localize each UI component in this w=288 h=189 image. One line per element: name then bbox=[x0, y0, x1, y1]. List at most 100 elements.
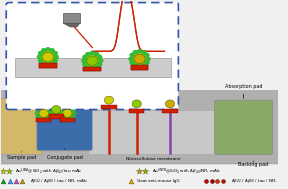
Point bbox=[209, 180, 214, 183]
FancyBboxPatch shape bbox=[0, 91, 281, 164]
Ellipse shape bbox=[71, 115, 76, 119]
Ellipse shape bbox=[107, 102, 111, 105]
Ellipse shape bbox=[133, 57, 137, 60]
FancyBboxPatch shape bbox=[6, 3, 178, 109]
Ellipse shape bbox=[38, 117, 43, 121]
Ellipse shape bbox=[57, 113, 62, 117]
Ellipse shape bbox=[42, 108, 46, 111]
Ellipse shape bbox=[101, 95, 105, 99]
Ellipse shape bbox=[95, 59, 99, 62]
Ellipse shape bbox=[45, 47, 51, 52]
Text: Backing pad: Backing pad bbox=[238, 161, 268, 167]
Ellipse shape bbox=[82, 55, 88, 59]
Ellipse shape bbox=[168, 106, 172, 109]
Ellipse shape bbox=[110, 104, 115, 108]
Ellipse shape bbox=[94, 52, 99, 57]
Point bbox=[1, 170, 6, 173]
Ellipse shape bbox=[105, 96, 108, 99]
Text: Conjugate pad: Conjugate pad bbox=[47, 149, 82, 160]
Point bbox=[7, 170, 11, 173]
Ellipse shape bbox=[93, 56, 98, 60]
Ellipse shape bbox=[132, 50, 138, 55]
Ellipse shape bbox=[164, 96, 169, 100]
Ellipse shape bbox=[50, 55, 54, 59]
Ellipse shape bbox=[98, 58, 103, 63]
Ellipse shape bbox=[81, 58, 87, 63]
Ellipse shape bbox=[141, 99, 145, 103]
Ellipse shape bbox=[42, 52, 54, 62]
Ellipse shape bbox=[54, 55, 59, 59]
Ellipse shape bbox=[52, 58, 58, 63]
Ellipse shape bbox=[100, 98, 104, 102]
Ellipse shape bbox=[132, 100, 141, 108]
Ellipse shape bbox=[37, 55, 42, 59]
Ellipse shape bbox=[110, 93, 115, 97]
Ellipse shape bbox=[48, 111, 53, 115]
Ellipse shape bbox=[81, 58, 87, 63]
Ellipse shape bbox=[113, 95, 118, 99]
Ellipse shape bbox=[87, 56, 91, 60]
Ellipse shape bbox=[54, 114, 58, 118]
Ellipse shape bbox=[63, 109, 67, 112]
Ellipse shape bbox=[42, 115, 46, 118]
Ellipse shape bbox=[164, 102, 168, 105]
Point bbox=[215, 180, 219, 183]
Ellipse shape bbox=[54, 112, 58, 115]
Ellipse shape bbox=[135, 99, 139, 102]
Ellipse shape bbox=[137, 49, 142, 54]
Ellipse shape bbox=[62, 112, 65, 115]
Ellipse shape bbox=[41, 48, 46, 53]
Ellipse shape bbox=[128, 57, 134, 61]
Ellipse shape bbox=[54, 55, 59, 59]
Ellipse shape bbox=[90, 66, 95, 70]
FancyBboxPatch shape bbox=[131, 65, 148, 70]
Point bbox=[137, 170, 142, 173]
Ellipse shape bbox=[46, 112, 49, 115]
Ellipse shape bbox=[110, 101, 113, 104]
Ellipse shape bbox=[66, 108, 69, 111]
Ellipse shape bbox=[71, 108, 76, 112]
Ellipse shape bbox=[130, 53, 135, 57]
Ellipse shape bbox=[101, 101, 105, 105]
Ellipse shape bbox=[52, 51, 58, 56]
Ellipse shape bbox=[134, 60, 139, 64]
Ellipse shape bbox=[69, 117, 73, 121]
FancyBboxPatch shape bbox=[129, 109, 144, 113]
Ellipse shape bbox=[98, 58, 103, 63]
Ellipse shape bbox=[87, 56, 98, 65]
Point bbox=[20, 180, 24, 183]
Ellipse shape bbox=[134, 108, 139, 112]
Ellipse shape bbox=[66, 115, 69, 118]
Ellipse shape bbox=[52, 105, 61, 114]
Ellipse shape bbox=[142, 57, 146, 60]
Ellipse shape bbox=[162, 99, 166, 103]
Ellipse shape bbox=[141, 102, 146, 106]
Ellipse shape bbox=[132, 63, 138, 68]
Point bbox=[13, 180, 18, 183]
Ellipse shape bbox=[52, 106, 55, 108]
Text: T₂ line: T₂ line bbox=[130, 99, 144, 103]
Text: Au$^{LSBA}$@SiO$_2$ with A$\beta_{42}$/tau mAb: Au$^{LSBA}$@SiO$_2$ with A$\beta_{42}$/t… bbox=[15, 166, 82, 177]
Ellipse shape bbox=[48, 111, 52, 115]
Ellipse shape bbox=[52, 111, 55, 113]
FancyBboxPatch shape bbox=[162, 109, 178, 113]
Ellipse shape bbox=[134, 54, 145, 64]
Ellipse shape bbox=[132, 105, 136, 108]
Ellipse shape bbox=[103, 99, 107, 101]
Ellipse shape bbox=[43, 52, 47, 56]
Ellipse shape bbox=[172, 102, 176, 105]
Ellipse shape bbox=[97, 62, 102, 67]
Ellipse shape bbox=[52, 51, 58, 56]
Ellipse shape bbox=[131, 96, 136, 100]
Ellipse shape bbox=[138, 105, 141, 108]
Ellipse shape bbox=[46, 51, 50, 55]
Ellipse shape bbox=[141, 50, 146, 55]
Ellipse shape bbox=[50, 102, 55, 106]
Ellipse shape bbox=[90, 63, 94, 67]
Ellipse shape bbox=[97, 55, 102, 59]
Ellipse shape bbox=[166, 100, 169, 103]
Ellipse shape bbox=[141, 63, 146, 68]
FancyBboxPatch shape bbox=[15, 58, 171, 77]
Ellipse shape bbox=[68, 114, 72, 117]
Polygon shape bbox=[63, 23, 80, 27]
